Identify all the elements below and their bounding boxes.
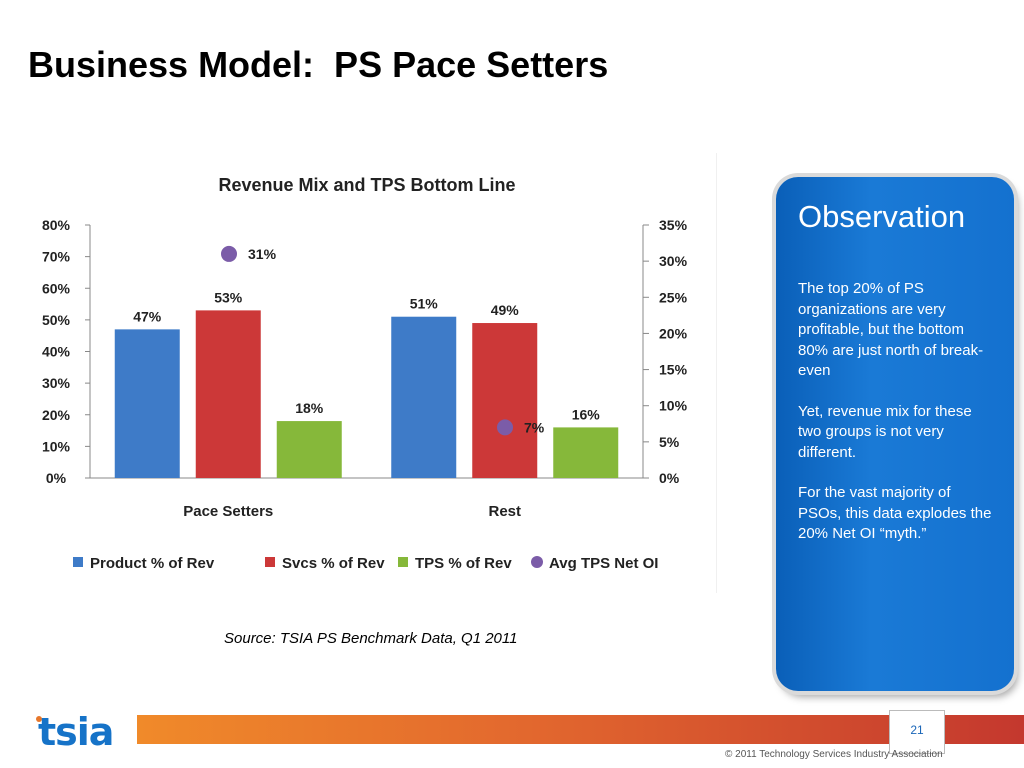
y-left-tick-label: 80% [42, 217, 71, 233]
legend-swatch [265, 557, 275, 567]
observation-body: The top 20% of PS organizations are very… [798, 279, 994, 565]
y-right-tick-label: 15% [659, 362, 688, 378]
bar-data-label: 16% [572, 406, 601, 422]
y-left-tick-label: 20% [42, 407, 71, 423]
observation-title: Observation [798, 199, 966, 234]
legend-swatch [531, 556, 543, 568]
y-left-tick-label: 30% [42, 375, 71, 391]
tsia-logo: tsia [38, 710, 114, 754]
logo-dot [36, 716, 42, 722]
revenue-mix-chart: Revenue Mix and TPS Bottom Line 0% 10% 20% 3… [18, 153, 717, 593]
y-left-tick-label: 50% [42, 312, 71, 328]
y-right-tick-label: 25% [659, 289, 688, 305]
y-left-tick-label: 40% [42, 344, 71, 360]
observation-paragraph-2: Yet, revenue mix for these two groups is… [798, 402, 972, 461]
copyright-text: © 2011 Technology Services Industry Asso… [725, 749, 943, 760]
bar [391, 316, 457, 478]
bar-data-label: 51% [410, 296, 439, 312]
bar-data-label: 47% [133, 308, 162, 324]
observation-panel: Observation The top 20% of PS organizati… [776, 177, 1014, 691]
y-left-tick-label: 70% [42, 249, 71, 265]
legend-label: Svcs % of Rev [282, 555, 385, 572]
y-left-tick-label: 0% [46, 470, 67, 486]
slide-title: Business Model: PS Pace Setters [28, 44, 609, 85]
page-number: 21 [910, 723, 924, 737]
oi-marker [221, 245, 237, 262]
observation-paragraph-3: For the vast majority of PSOs, this data… [798, 484, 992, 542]
footer-bar [137, 715, 1024, 744]
bar-data-label: 53% [214, 289, 243, 305]
y-right-tick-label: 0% [659, 470, 680, 486]
oi-data-label: 31% [248, 246, 277, 262]
page-number-box: 21 [889, 710, 945, 754]
legend-swatch [73, 557, 83, 567]
legend-label: Product % of Rev [90, 555, 215, 572]
x-category-label: Pace Setters [183, 503, 273, 520]
chart-title: Revenue Mix and TPS Bottom Line [218, 175, 515, 195]
oi-data-label: 7% [524, 419, 545, 435]
y-right-tick-label: 35% [659, 217, 688, 233]
legend-label: Avg TPS Net OI [549, 555, 658, 572]
legend-swatch [398, 557, 408, 567]
bar [553, 427, 619, 478]
y-right-tick-label: 30% [659, 253, 688, 269]
observation-paragraph-1: The top 20% of PS organizations are very… [798, 280, 984, 379]
bar [195, 310, 261, 478]
source-note: Source: TSIA PS Benchmark Data, Q1 2011 [224, 630, 518, 647]
legend-label: TPS % of Rev [415, 555, 512, 572]
y-right-tick-label: 20% [659, 325, 688, 341]
y-right-tick-label: 5% [659, 434, 680, 450]
bar [276, 421, 342, 478]
y-left-tick-label: 10% [42, 438, 71, 454]
x-category-label: Rest [488, 503, 521, 520]
y-right-tick-label: 10% [659, 398, 688, 414]
y-left-tick-label: 60% [42, 280, 71, 296]
bar-data-label: 49% [491, 302, 520, 318]
oi-marker [497, 419, 513, 436]
chart-svg: Revenue Mix and TPS Bottom Line 0% 10% 20% 3… [42, 175, 688, 572]
bar [114, 329, 180, 478]
bar-data-label: 18% [295, 400, 324, 416]
bar [472, 323, 538, 478]
